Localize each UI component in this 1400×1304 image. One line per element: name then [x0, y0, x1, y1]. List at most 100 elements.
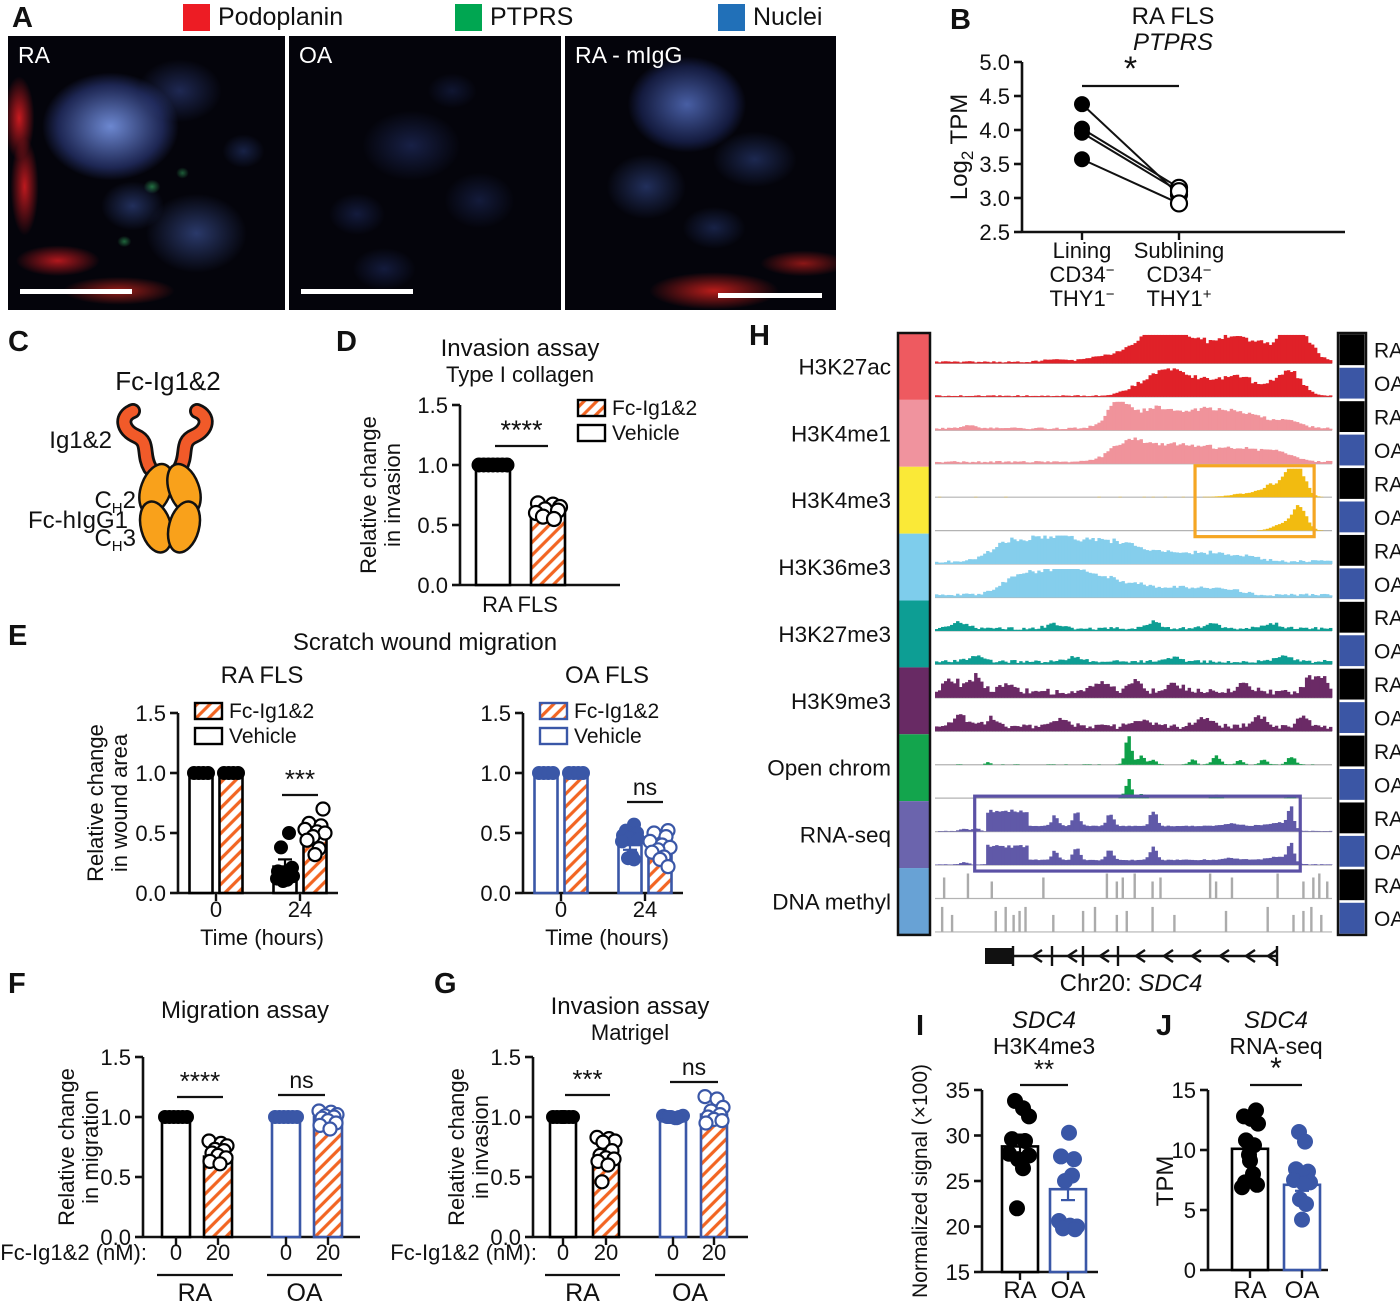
svg-text:OA: OA	[1374, 574, 1400, 597]
svg-text:OA: OA	[1374, 641, 1400, 664]
svg-text:THY1−: THY1−	[1049, 286, 1114, 311]
svg-text:ns: ns	[682, 1054, 706, 1080]
svg-text:RA: RA	[1374, 340, 1400, 363]
svg-text:5: 5	[1184, 1198, 1196, 1223]
svg-text:1.5: 1.5	[490, 1045, 521, 1070]
svg-text:20: 20	[594, 1240, 618, 1265]
nuclei-swatch	[718, 4, 745, 31]
svg-text:0.0: 0.0	[417, 573, 448, 598]
svg-text:TPM: TPM	[1152, 1156, 1179, 1207]
podoplanin-label: Podoplanin	[218, 3, 344, 31]
panel-letter-e: E	[8, 620, 28, 652]
svg-text:Vehicle: Vehicle	[574, 725, 642, 748]
svg-text:CH2: CH2	[94, 487, 136, 517]
svg-text:CH3: CH3	[94, 525, 136, 555]
svg-text:RNA-seq: RNA-seq	[1229, 1033, 1322, 1059]
svg-text:20: 20	[206, 1240, 230, 1265]
svg-text:H3K36me3: H3K36me3	[778, 555, 891, 580]
svg-text:Time (hours): Time (hours)	[200, 925, 324, 950]
svg-text:Relative changein invasion: Relative changein invasion	[356, 416, 405, 574]
image-label-ra: RA	[18, 42, 50, 68]
svg-text:RA FLS: RA FLS	[1132, 3, 1215, 30]
scale-bar	[20, 289, 132, 294]
svg-text:5.0: 5.0	[979, 50, 1010, 75]
svg-text:Ig1&2: Ig1&2	[49, 427, 112, 454]
svg-text:H3K4me3: H3K4me3	[791, 488, 891, 513]
svg-text:0: 0	[280, 1240, 292, 1265]
svg-text:Vehicle: Vehicle	[612, 422, 680, 445]
svg-text:0: 0	[1184, 1258, 1196, 1283]
panel-f-chart: Migration assay Relative changein migrati…	[0, 997, 360, 1304]
svg-text:OA: OA	[1374, 774, 1400, 797]
svg-text:RA FLS: RA FLS	[221, 662, 304, 689]
svg-text:Time (hours): Time (hours)	[545, 925, 669, 950]
svg-text:Lining: Lining	[1053, 238, 1112, 263]
svg-text:OA: OA	[1285, 1277, 1320, 1304]
svg-text:PTPRS: PTPRS	[1133, 29, 1213, 56]
svg-text:RA: RA	[1374, 473, 1400, 496]
svg-text:1.5: 1.5	[417, 393, 448, 418]
svg-text:Fc-Ig1&2 (nM):: Fc-Ig1&2 (nM):	[390, 1240, 537, 1265]
svg-text:Relative changein wound area: Relative changein wound area	[83, 724, 132, 882]
svg-text:1.5: 1.5	[480, 701, 511, 726]
svg-text:H3K27me3: H3K27me3	[778, 622, 891, 647]
svg-text:0.5: 0.5	[480, 821, 511, 846]
podoplanin-swatch	[183, 4, 210, 31]
panel-letter-i: I	[916, 1010, 925, 1042]
svg-text:RA: RA	[1003, 1277, 1036, 1304]
panel-letter-f: F	[8, 968, 26, 1000]
svg-text:0.5: 0.5	[100, 1165, 131, 1190]
svg-text:OA FLS: OA FLS	[565, 662, 649, 689]
panel-h-genome-browser: H3K27ac H3K4me1 H3K4me3 H3K36me3 H3K27me3 H3K…	[767, 331, 1400, 997]
svg-text:Invasion assay: Invasion assay	[551, 993, 710, 1020]
ptprs-swatch	[455, 4, 482, 31]
svg-text:Log2 TPM: Log2 TPM	[946, 94, 977, 200]
svg-text:Fc-Ig1&2: Fc-Ig1&2	[612, 397, 697, 420]
svg-text:25: 25	[946, 1169, 970, 1194]
legend-item-podoplanin: Podoplanin	[183, 3, 343, 32]
svg-text:Chr20: SDC4: Chr20: SDC4	[1060, 970, 1203, 997]
svg-text:H3K4me3: H3K4me3	[993, 1033, 1095, 1059]
svg-text:RA: RA	[1374, 540, 1400, 563]
svg-text:RA FLS: RA FLS	[482, 592, 558, 617]
svg-text:Type I collagen: Type I collagen	[446, 362, 594, 387]
svg-text:ns: ns	[633, 774, 657, 800]
svg-text:20: 20	[316, 1240, 340, 1265]
svg-text:0.5: 0.5	[490, 1165, 521, 1190]
panel-letter-h: H	[749, 320, 770, 352]
svg-text:SDC4: SDC4	[1012, 1007, 1076, 1034]
svg-text:H3K4me1: H3K4me1	[791, 421, 891, 446]
svg-text:0.0: 0.0	[100, 1225, 131, 1250]
svg-text:Invasion assay: Invasion assay	[441, 335, 600, 362]
svg-text:RNA-seq: RNA-seq	[800, 823, 891, 848]
panel-letter-c: C	[8, 326, 29, 358]
svg-text:SDC4: SDC4	[1244, 1007, 1308, 1034]
svg-text:ns: ns	[289, 1067, 313, 1093]
microscopy-image-oa: OA	[289, 36, 561, 310]
svg-text:DNA methyl: DNA methyl	[772, 889, 891, 914]
svg-text:10: 10	[1172, 1138, 1196, 1163]
svg-text:1.0: 1.0	[480, 761, 511, 786]
svg-text:1.5: 1.5	[135, 701, 166, 726]
svg-text:0.5: 0.5	[417, 513, 448, 538]
svg-text:Fc-Ig1&2 (nM):: Fc-Ig1&2 (nM):	[0, 1240, 147, 1265]
svg-text:0.0: 0.0	[490, 1225, 521, 1250]
svg-text:Vehicle: Vehicle	[229, 725, 297, 748]
svg-text:OA: OA	[1374, 440, 1400, 463]
svg-text:CD34−: CD34−	[1146, 262, 1211, 287]
panel-letter-d: D	[336, 326, 357, 358]
svg-text:RA: RA	[565, 1279, 600, 1304]
microscopy-image-ra-migg: RA - mIgG	[565, 36, 836, 310]
ptprs-label: PTPRS	[490, 3, 574, 31]
svg-text:15: 15	[1172, 1078, 1196, 1103]
svg-text:**: **	[1034, 1054, 1054, 1084]
svg-text:OA: OA	[1374, 841, 1400, 864]
svg-text:4.5: 4.5	[979, 84, 1010, 109]
svg-text:Fc-hIgG1: Fc-hIgG1	[28, 507, 128, 534]
